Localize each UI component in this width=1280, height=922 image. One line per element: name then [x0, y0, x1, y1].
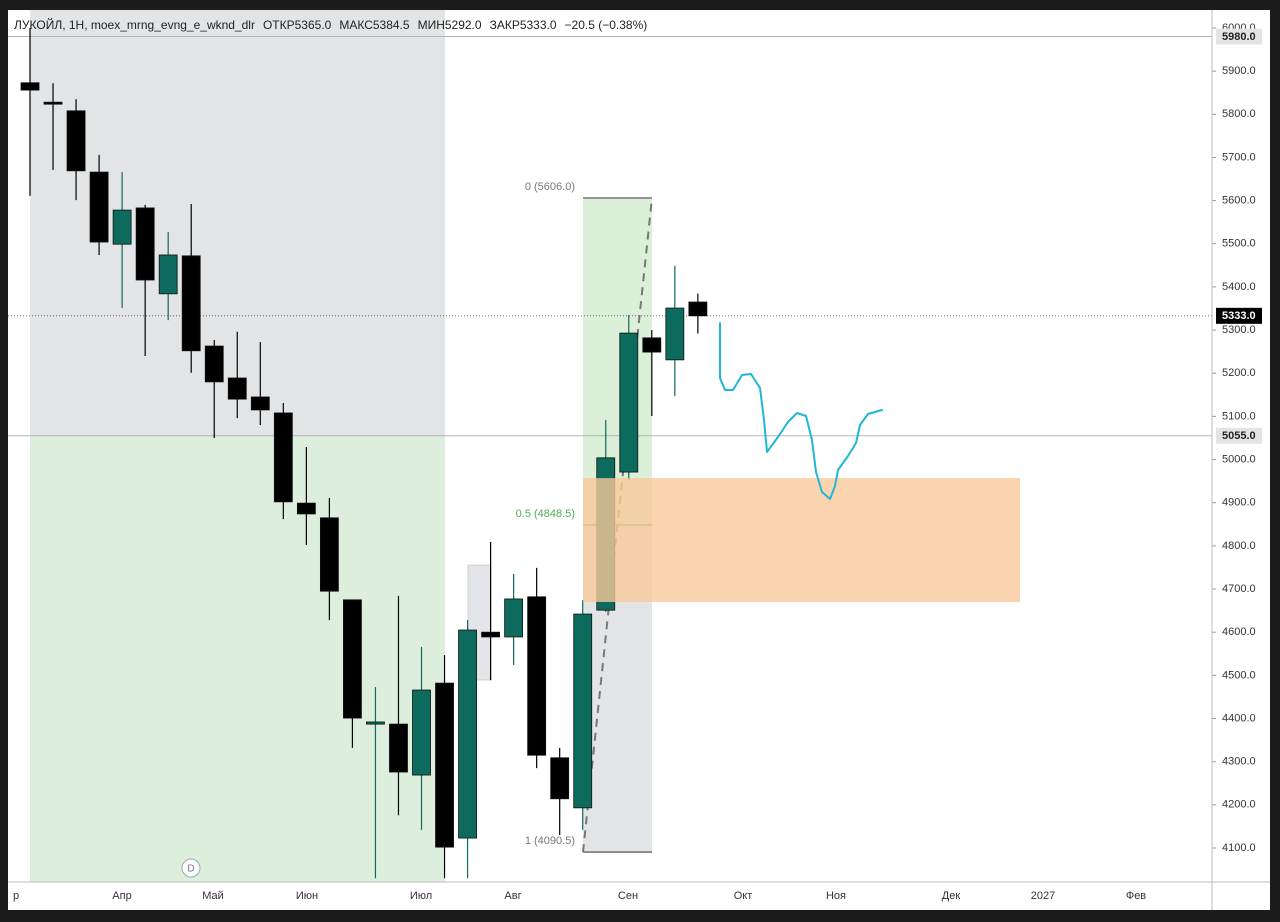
candle-body: [250, 396, 270, 411]
x-tick-label: Июл: [410, 890, 432, 902]
x-tick-label: р: [13, 890, 19, 902]
y-tick-label: 4100.0: [1222, 842, 1256, 854]
candle-body: [135, 207, 155, 281]
y-tick-label: 5500.0: [1222, 238, 1256, 250]
price-label-box: [1216, 307, 1262, 324]
candle-body: [112, 209, 132, 245]
candle-body: [619, 332, 639, 473]
y-tick-label: 4700.0: [1222, 583, 1256, 595]
candle-body: [527, 596, 547, 756]
y-tick-label: 4500.0: [1222, 669, 1256, 681]
y-tick-label: 5400.0: [1222, 281, 1256, 293]
y-tick-label: 5600.0: [1222, 194, 1256, 206]
x-tick-label: Авг: [504, 890, 521, 902]
x-tick-label: Дек: [942, 890, 961, 902]
y-tick-label: 5900.0: [1222, 65, 1256, 77]
x-tick-label: 2027: [1031, 890, 1055, 902]
candle-body: [458, 629, 477, 839]
price-label-box: [1216, 28, 1262, 45]
y-tick-label: 5100.0: [1222, 410, 1256, 422]
x-tick-label: Ноя: [826, 890, 846, 902]
ohlc-open: ОТКР5365.0: [263, 18, 332, 32]
y-tick-label: 5300.0: [1222, 324, 1256, 336]
hand-drawn-path: [719, 322, 883, 500]
y-tick-label: 4800.0: [1222, 540, 1256, 552]
x-tick-label: Сен: [618, 890, 638, 902]
ohlc-high: МАКС5384.5: [339, 18, 410, 32]
price-label: 5055.0: [1222, 430, 1256, 442]
fib-label: 0 (5606.0): [525, 181, 575, 193]
y-tick-label: 4600.0: [1222, 626, 1256, 638]
candle-body: [227, 377, 247, 400]
drawing-layer: 0 (5606.0) 0.5 (4848.5) 1 (4090.5): [8, 36, 1212, 853]
symbol-title: ЛУКОЙЛ, 1H, moex_mrng_evng_e_wknd_dlr: [14, 17, 255, 32]
fib-label: 0.5 (4848.5): [516, 508, 575, 520]
candle-body: [573, 613, 593, 809]
candle-body: [366, 721, 385, 725]
candle-body: [665, 307, 685, 361]
candle-body: [481, 631, 501, 638]
price-label-box: [1216, 427, 1262, 444]
x-tick-label: Май: [202, 890, 224, 902]
price-label: 5333.0: [1222, 310, 1256, 322]
candle-body: [20, 82, 40, 91]
ohlc-low: МИН5292.0: [418, 18, 482, 32]
candle-body: [204, 345, 224, 383]
candle-body: [273, 412, 293, 503]
ohlc-change: −20.5 (−0.38%): [565, 18, 648, 32]
candle-body: [688, 301, 708, 317]
dividend-icon-letter: D: [187, 864, 194, 875]
fib-label: 1 (4090.5): [525, 835, 575, 847]
candle-body: [389, 723, 408, 773]
x-tick-label: Фев: [1126, 890, 1146, 902]
ohlc-close: ЗАКР5333.0: [490, 18, 557, 32]
y-tick-label: 4400.0: [1222, 712, 1256, 724]
candle-body: [504, 598, 524, 638]
supply-zone: [583, 478, 1020, 602]
candle-body: [319, 517, 339, 592]
y-tick-label: 4200.0: [1222, 799, 1256, 811]
candle-body: [158, 254, 178, 295]
chart-header: ЛУКОЙЛ, 1H, moex_mrng_evng_e_wknd_dlr ОТК…: [14, 17, 647, 32]
price-label: 5980.0: [1222, 31, 1256, 43]
y-tick-label: 5000.0: [1222, 453, 1256, 465]
candle-body: [343, 599, 362, 719]
background-layer: [30, 10, 445, 882]
candle-body: [43, 101, 63, 105]
y-tick-label: 5800.0: [1222, 108, 1256, 120]
dividend-icon[interactable]: [181, 858, 201, 878]
candle-body: [296, 502, 316, 515]
fib-upper-fill: [583, 198, 652, 525]
y-tick-label: 5700.0: [1222, 151, 1256, 163]
candle-body: [181, 255, 201, 352]
candle-body: [66, 110, 86, 172]
candle-body: [550, 757, 570, 800]
candle-body: [412, 689, 431, 776]
x-tick-label: Апр: [112, 890, 131, 902]
candle-body: [642, 337, 662, 353]
zone-lower: [30, 435, 445, 882]
candle-body: [89, 171, 109, 243]
candle-layer: 4100.0 4200.0 4300.0 4400.0 4500.0 4600.0 4700…: [20, 22, 1256, 879]
y-tick-label: 4900.0: [1222, 497, 1256, 509]
y-tick-label: 4300.0: [1222, 756, 1256, 768]
y-tick-label: 5200.0: [1222, 367, 1256, 379]
x-tick-label: Окт: [734, 890, 753, 902]
candle-body: [435, 682, 454, 848]
x-tick-label: Июн: [296, 890, 318, 902]
overlay-layer: D ЛУКОЙЛ, 1H, moex_mrng_evng_e_wknd_dlr О…: [8, 10, 1270, 910]
